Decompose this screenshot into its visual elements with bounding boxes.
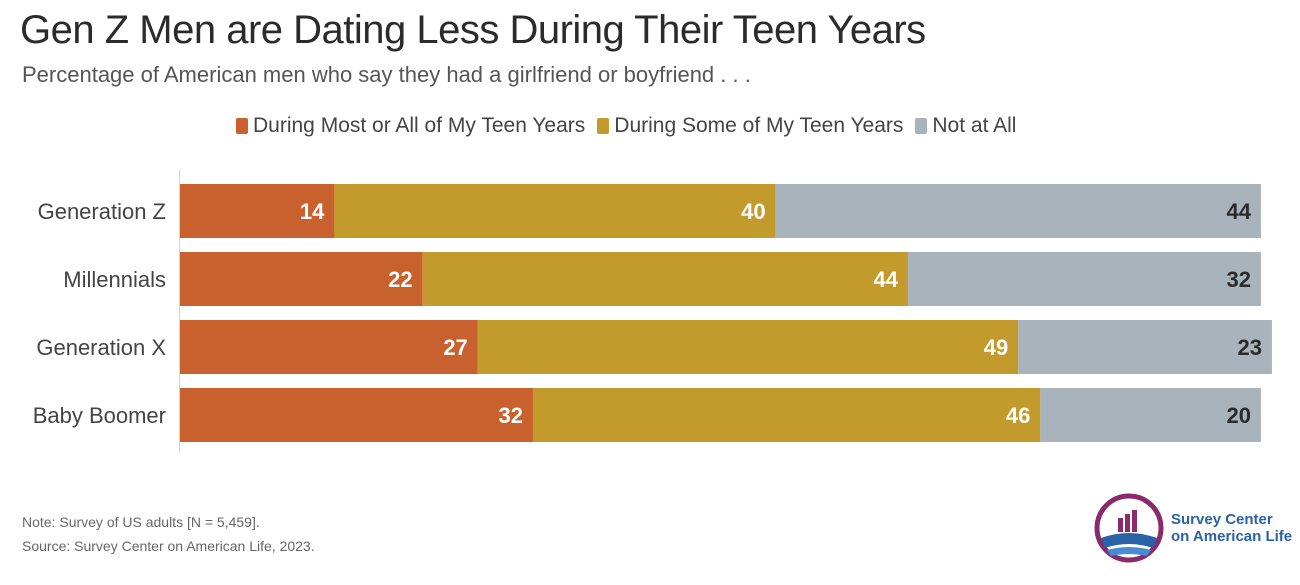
note-text: Note: Survey of US adults [N = 5,459]. <box>22 514 260 530</box>
stacked-bar-chart: Generation Z 14 40 44 Millennials 22 44 32 Gener… <box>33 170 1272 452</box>
logo-text: Survey Center on American Life <box>1171 511 1292 545</box>
bar-segment <box>334 184 776 238</box>
data-label: 27 <box>443 335 467 360</box>
chart-title: Gen Z Men are Dating Less During Their T… <box>20 8 926 52</box>
data-label: 49 <box>984 335 1008 360</box>
bar-segment <box>180 388 533 442</box>
bar-segment <box>180 320 478 374</box>
legend-label-most: During Most or All of My Teen Years <box>253 114 586 137</box>
data-label: 32 <box>498 403 522 428</box>
data-label: 14 <box>300 199 325 224</box>
chart-subtitle: Percentage of American men who say they … <box>22 62 751 87</box>
source-text: Source: Survey Center on American Life, … <box>22 538 315 554</box>
bar-segment <box>532 388 1041 442</box>
bar-segment <box>422 252 908 306</box>
data-label: 23 <box>1237 335 1261 360</box>
data-label: 46 <box>1006 403 1030 428</box>
category-label: Baby Boomer <box>33 403 166 428</box>
bar-chart-circle-logo-icon <box>1094 493 1164 563</box>
data-label: 44 <box>1226 199 1251 224</box>
bar-segment <box>180 252 423 306</box>
legend-item-some: During Some of My Teen Years <box>597 114 903 138</box>
bar-segment <box>1040 388 1261 442</box>
footnote: Note: Survey of US adults [N = 5,459]. S… <box>22 510 315 558</box>
data-label: 44 <box>873 267 898 292</box>
logo: Survey Center on American Life <box>1093 492 1292 564</box>
legend-swatch-most <box>236 118 248 134</box>
category-label: Millennials <box>63 267 166 292</box>
logo-line-2: on American Life <box>1171 528 1293 545</box>
legend-label-none: Not at All <box>932 114 1017 137</box>
bar-segment <box>1018 320 1272 374</box>
category-label: Generation Z <box>38 199 166 224</box>
legend-swatch-none <box>915 118 928 134</box>
category-label: Generation X <box>36 335 166 360</box>
legend-item-most: During Most or All of My Teen Years <box>236 114 585 138</box>
data-label: 22 <box>388 267 412 292</box>
bar-segment <box>907 252 1261 306</box>
logo-line-1: Survey Center <box>1171 511 1273 528</box>
data-label: 32 <box>1226 267 1250 292</box>
legend-swatch-some <box>597 118 610 134</box>
legend-label-some: During Some of My Teen Years <box>614 114 904 137</box>
data-label: 40 <box>741 199 765 224</box>
bar-segment <box>477 320 1019 374</box>
legend-item-none: Not at All <box>915 114 1016 138</box>
legend: During Most or All of My Teen Years Duri… <box>236 114 1016 138</box>
data-label: 20 <box>1226 403 1250 428</box>
bar-segment <box>775 184 1261 238</box>
bar-segment <box>180 184 335 238</box>
